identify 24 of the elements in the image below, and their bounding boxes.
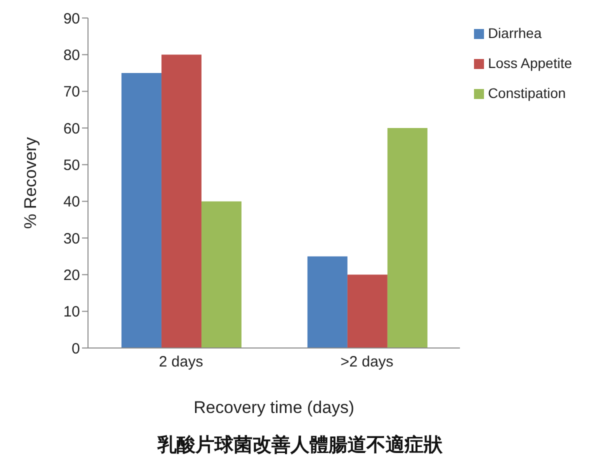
- x-tick-label: 2 days: [158, 354, 204, 371]
- legend-label: Diarrhea: [488, 25, 542, 41]
- x-tick-label: >2 days: [340, 354, 394, 371]
- y-tick-label: 0: [72, 340, 80, 358]
- bar: [121, 73, 162, 348]
- legend-label: Loss Appetite: [488, 55, 572, 71]
- bar: [161, 54, 202, 348]
- y-tick-label: 20: [63, 266, 80, 284]
- y-tick-label: 50: [63, 156, 80, 174]
- y-tick-label: 10: [63, 304, 80, 321]
- y-tick-label: 70: [63, 84, 80, 101]
- text: 乳酸片球菌改善人體腸道不適症狀: [156, 433, 444, 458]
- legend-label: Constipation: [488, 85, 566, 101]
- y-axis-title: % Recovery: [21, 136, 40, 229]
- bar: [347, 274, 388, 348]
- bar: [307, 256, 348, 348]
- y-tick-label: 90: [63, 10, 80, 28]
- x-axis-title: Recovery time (days): [194, 398, 354, 417]
- bar: [387, 128, 428, 348]
- y-tick-label: 40: [63, 194, 80, 211]
- y-tick-label: 30: [63, 230, 80, 248]
- bar: [201, 201, 242, 348]
- y-tick-label: 80: [63, 46, 80, 64]
- y-tick-label: 60: [63, 120, 80, 138]
